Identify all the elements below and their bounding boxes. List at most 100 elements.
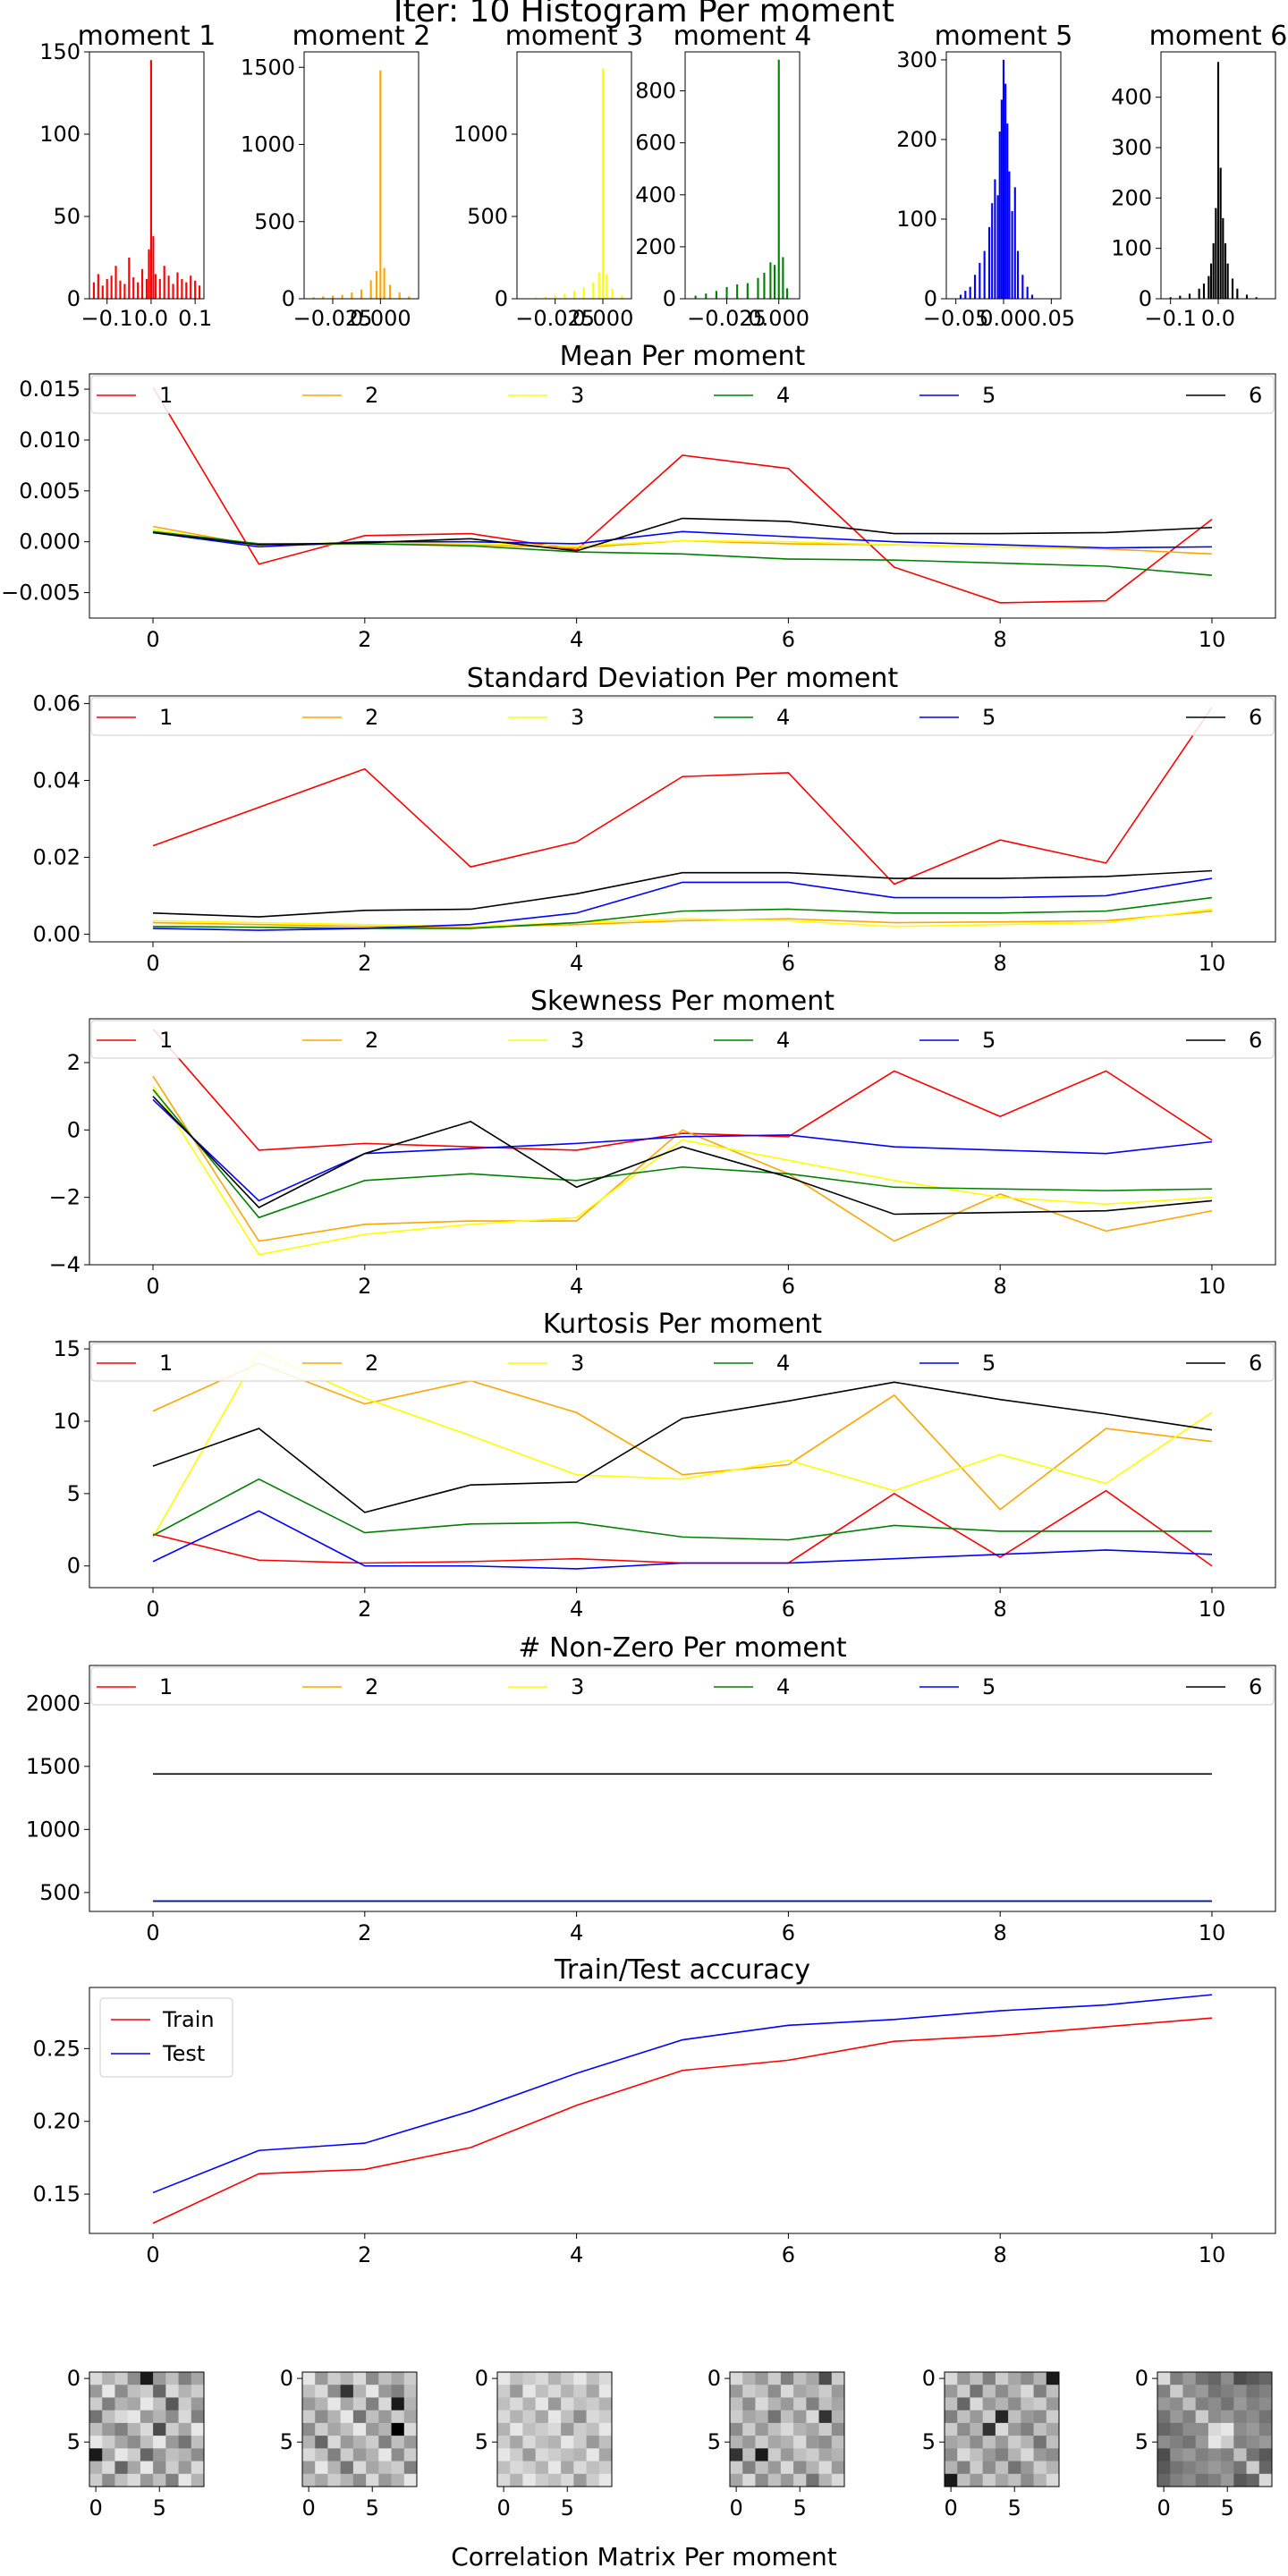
y-tick-label: 2000 xyxy=(26,1690,80,1716)
heatmap-cell xyxy=(1233,2422,1247,2436)
y-tick-label: 0 xyxy=(67,1554,80,1579)
x-tick-label: 8 xyxy=(994,1920,1007,1945)
heatmap-cell xyxy=(352,2436,367,2449)
histogram-bar xyxy=(994,179,996,299)
chart-legend: 1 2 3 4 5 6 xyxy=(90,1343,1275,1382)
y-tick-label: 400 xyxy=(1111,85,1152,110)
histogram-bar xyxy=(1188,293,1191,299)
heatmap-cell xyxy=(970,2422,984,2436)
heatmap-cell xyxy=(1246,2436,1260,2449)
y-tick-label: 500 xyxy=(467,204,508,229)
heatmap-cell xyxy=(114,2448,129,2462)
y-tick-label: 0.02 xyxy=(33,844,80,869)
y-tick-label: 0.15 xyxy=(33,2182,80,2207)
heatmap-cell xyxy=(755,2397,769,2411)
heatmap-cell xyxy=(573,2448,587,2462)
legend-label: 5 xyxy=(982,383,996,408)
heatmap-cell xyxy=(957,2436,970,2449)
heatmap-cell xyxy=(755,2473,769,2487)
heatmap-cell xyxy=(1195,2448,1209,2462)
heatmap-cell xyxy=(89,2448,103,2462)
heatmap-cell xyxy=(793,2473,807,2487)
heatmap-cell xyxy=(573,2436,587,2449)
heatmap-cell xyxy=(598,2473,613,2487)
x-tick-label: 0 xyxy=(301,2496,315,2521)
heatmap-cell xyxy=(780,2397,794,2411)
heatmap-cell xyxy=(140,2436,154,2449)
histogram-title: moment 5 xyxy=(935,21,1073,52)
heatmap-cell xyxy=(1170,2397,1183,2411)
heatmap-cell xyxy=(806,2372,819,2385)
heatmap-cell xyxy=(302,2385,316,2398)
heatmap-cell xyxy=(970,2385,984,2398)
heatmap-cell xyxy=(327,2448,342,2462)
heatmap-cell xyxy=(598,2372,613,2385)
heatmap-cell xyxy=(340,2410,354,2424)
x-tick-label: 0 xyxy=(496,2496,510,2521)
legend-label: 1 xyxy=(159,1351,173,1376)
heatmap-cell xyxy=(547,2410,562,2424)
x-tick-label: 5 xyxy=(153,2496,166,2521)
histogram-bar xyxy=(152,236,155,299)
histogram-bar xyxy=(1030,294,1034,299)
heatmap-cell xyxy=(1182,2410,1197,2424)
histogram-bar xyxy=(148,249,150,299)
heatmap-cell xyxy=(403,2410,418,2424)
heatmap-cell xyxy=(497,2422,511,2436)
heatmap-cell xyxy=(1008,2436,1021,2449)
series-line-4 xyxy=(152,1089,1212,1219)
heatmap-cell xyxy=(366,2410,379,2424)
heatmap-cell xyxy=(561,2448,574,2462)
series-layer xyxy=(152,707,1213,931)
heatmap-cell xyxy=(793,2385,807,2398)
heatmap-cell xyxy=(1208,2461,1222,2475)
series-layer xyxy=(152,1994,1213,2224)
histogram-bar xyxy=(1004,83,1007,299)
heatmap-cell xyxy=(102,2385,115,2398)
x-tick-label: 2 xyxy=(358,627,371,652)
heatmap-cell xyxy=(302,2372,316,2385)
legend-frame xyxy=(90,375,1275,414)
heatmap-cell xyxy=(1258,2461,1273,2475)
heatmap-cell xyxy=(1208,2436,1222,2449)
heatmap-cell xyxy=(114,2410,129,2424)
heatmap-cell xyxy=(982,2397,996,2411)
heatmap-cell xyxy=(535,2385,549,2398)
heatmap-cell xyxy=(1157,2422,1171,2436)
heatmap-cell xyxy=(327,2436,342,2449)
heatmap-cell xyxy=(742,2473,756,2487)
heatmap-cell xyxy=(302,2473,316,2487)
x-tick-label: 0 xyxy=(146,2242,159,2267)
x-tick-label: 10 xyxy=(1199,1597,1226,1622)
heatmap-cell xyxy=(1221,2448,1234,2462)
heatmap-cell xyxy=(755,2436,769,2449)
heatmap-cell xyxy=(1258,2422,1273,2436)
heatmap-cell xyxy=(315,2422,328,2436)
series-line-train xyxy=(152,2017,1213,2224)
heatmap-cell xyxy=(957,2461,970,2475)
heatmap-cell xyxy=(1021,2422,1034,2436)
heatmap-cell xyxy=(114,2385,129,2398)
x-tick-label: 6 xyxy=(782,1597,795,1622)
x-tick-label: 10 xyxy=(1199,1920,1226,1945)
y-tick-label: 5 xyxy=(67,2429,80,2454)
x-tick-label: 4 xyxy=(570,1274,583,1299)
y-tick-label: −0.005 xyxy=(1,580,80,606)
heatmap-cell xyxy=(945,2385,958,2398)
heatmap-cell xyxy=(561,2422,574,2436)
heatmap-cell xyxy=(391,2422,405,2436)
legend-label: 1 xyxy=(159,1028,173,1053)
y-tick-label: 0.04 xyxy=(33,768,80,793)
histogram-bar xyxy=(123,284,126,299)
series-line-test xyxy=(152,1994,1213,2194)
heatmap-cell xyxy=(793,2410,807,2424)
heatmap-cell xyxy=(742,2385,756,2398)
histogram-bar xyxy=(998,131,1001,299)
heatmap-cell xyxy=(302,2397,316,2411)
histogram-bar xyxy=(1236,288,1239,299)
heatmap-cell xyxy=(1182,2422,1197,2436)
heatmap-cell xyxy=(403,2372,418,2385)
